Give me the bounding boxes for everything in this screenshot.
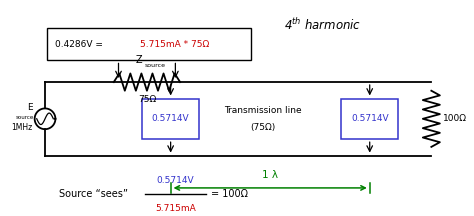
- Text: source: source: [16, 115, 34, 120]
- Text: 100Ω: 100Ω: [443, 114, 467, 123]
- Text: (75Ω): (75Ω): [250, 123, 276, 132]
- Text: 1MHz: 1MHz: [11, 123, 32, 132]
- Text: source: source: [145, 63, 165, 68]
- Bar: [142, 98, 199, 139]
- Text: 0.5714V: 0.5714V: [351, 114, 389, 123]
- Bar: [341, 98, 398, 139]
- Text: 5.715mA: 5.715mA: [155, 204, 196, 213]
- Text: Transmission line: Transmission line: [224, 106, 302, 115]
- Text: Source “sees”: Source “sees”: [59, 189, 128, 199]
- Text: 0.5714V: 0.5714V: [152, 114, 190, 123]
- Text: 0.5714V: 0.5714V: [156, 176, 194, 185]
- Text: 5.715mA * 75Ω: 5.715mA * 75Ω: [140, 40, 209, 49]
- Text: 4$^{th}$ harmonic: 4$^{th}$ harmonic: [284, 17, 361, 33]
- Text: E: E: [27, 103, 32, 112]
- Text: = 100Ω: = 100Ω: [211, 189, 248, 199]
- Text: 1 λ: 1 λ: [262, 170, 278, 180]
- Text: Z: Z: [136, 55, 142, 65]
- Text: 75Ω: 75Ω: [138, 95, 156, 104]
- Text: 0.4286V =: 0.4286V =: [55, 40, 105, 49]
- Bar: [47, 28, 251, 60]
